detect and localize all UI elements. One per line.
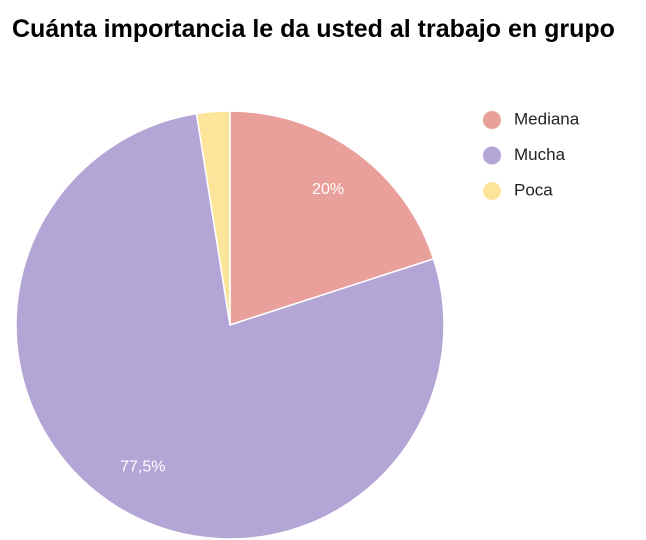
legend-swatch <box>483 111 501 129</box>
legend-label: Poca <box>514 180 553 199</box>
chart-title: Cuánta importancia le da usted al trabaj… <box>12 15 615 43</box>
legend-swatch <box>483 146 501 165</box>
legend-label: Mucha <box>514 145 566 164</box>
legend-label: Mediana <box>514 109 580 128</box>
pie-slice <box>15 112 445 540</box>
slice-label: 77,5% <box>120 459 165 476</box>
legend-swatch <box>483 182 501 200</box>
slice-label: 20% <box>312 181 344 198</box>
pie-slice <box>229 110 435 327</box>
pie-slice <box>195 110 231 326</box>
